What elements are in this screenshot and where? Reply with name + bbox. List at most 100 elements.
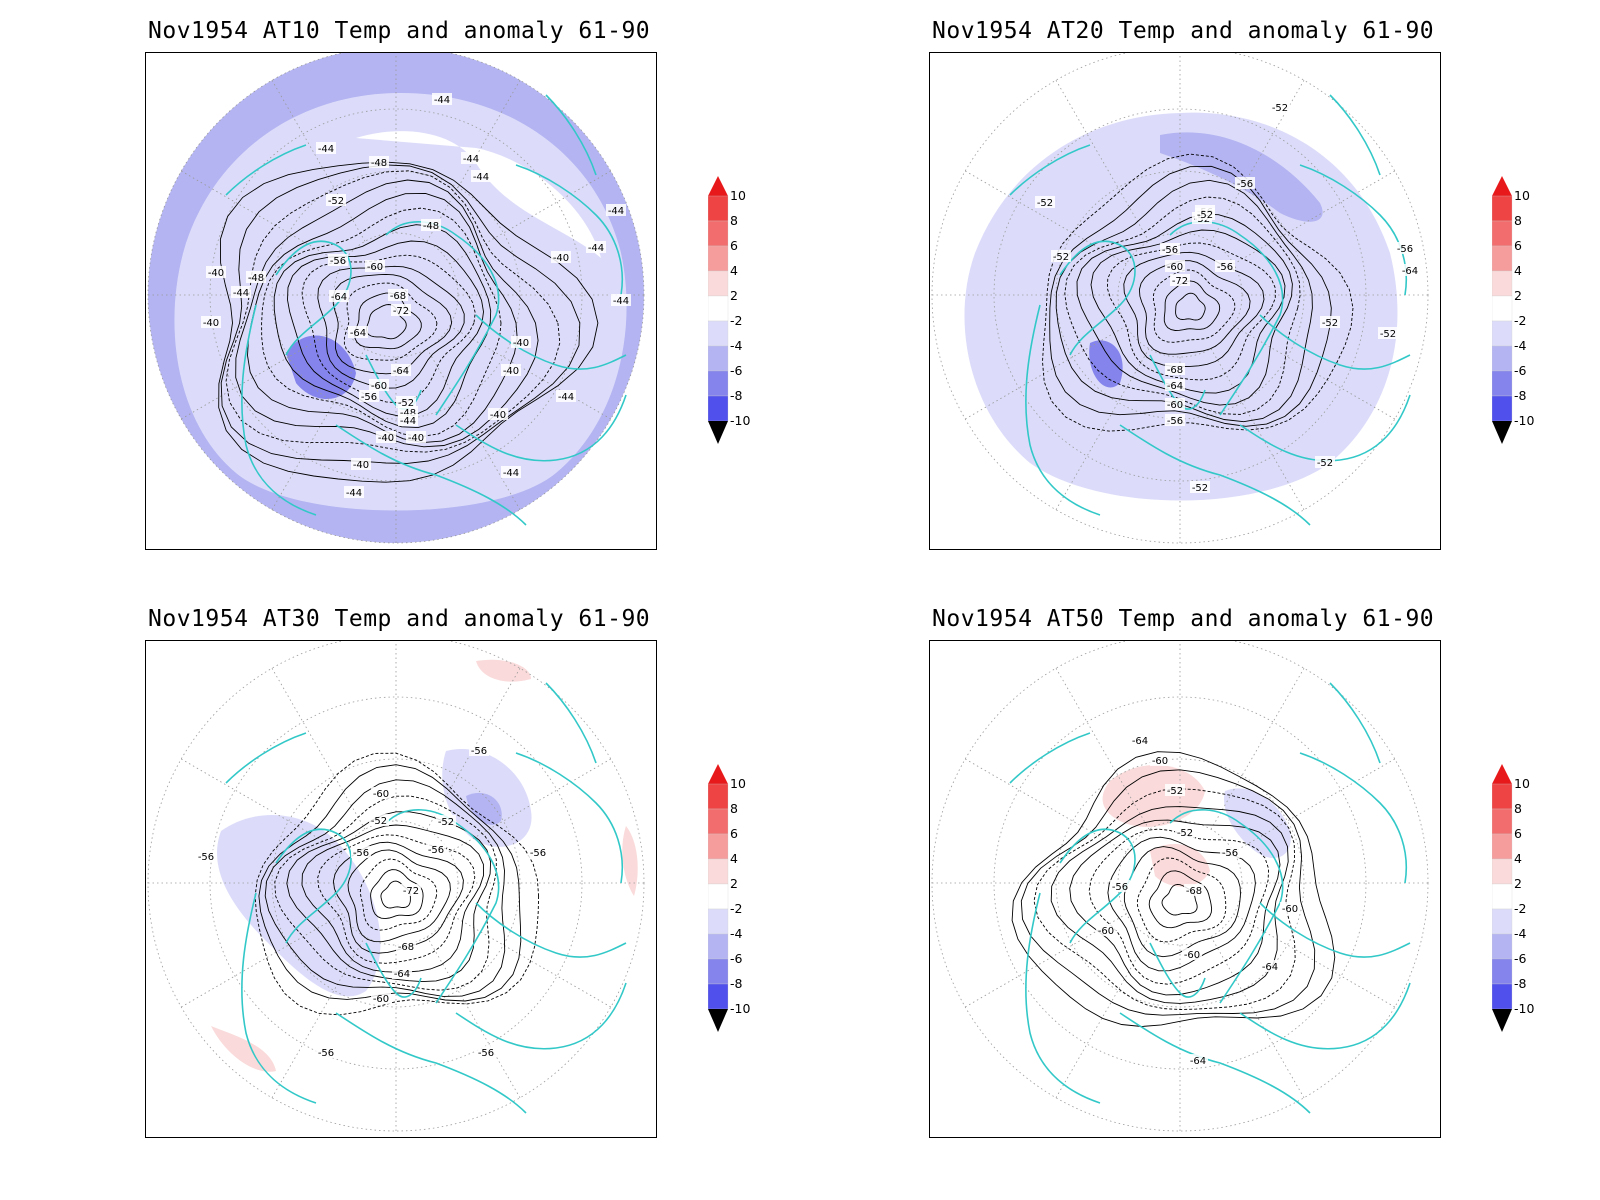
contour-label: -40 [208,268,224,279]
isotherm-contour [1152,269,1236,343]
anomaly-colorbar: 10 8 6 4 2 -2 -4 -6 -8 -10 [708,764,768,1044]
contour-label-bg [611,294,631,306]
contour-label: -60 [1282,904,1298,915]
contour-label-bg [1165,363,1185,375]
contour-label: -40 [553,253,569,264]
isotherm-contour [225,170,561,453]
anomaly-region-warm-upper [1102,764,1205,827]
latitude-circle [993,696,1367,1070]
contour-label-bg [316,1046,336,1058]
isotherm-contour [274,795,497,991]
latitude-circle [993,108,1367,482]
polar-map-frame: -64 -60 -52 -52 -56 -56 -68 -60 -60 -64 -60 -64 [929,640,1441,1138]
colorbar-label: -10 [730,1001,751,1016]
colorbar-swatch [708,933,729,960]
panel-title: Nov1954 AT10 Temp and anomaly 61-90 [148,18,651,44]
contour-label-bg [426,843,446,855]
contour-labels: -56 -60 -52 -52 -56 -56 -56 -56 -72 -68 -64 -60 -56 -… [196,744,548,1059]
contour-label-bg [1280,902,1300,914]
contour-label: -44 [608,206,624,217]
contour-label-bg [316,142,336,154]
contour-label-bg [371,787,391,799]
contour-label: -44 [503,468,519,479]
contour-label-bg [392,967,412,979]
isotherm-contour [1033,788,1296,1010]
polar-stereographic-map: -44-44-48 -44-44-52-48-44-44-44-40 -48-56-… [147,53,645,544]
contour-label: -40 [513,338,529,349]
colorbar-swatch [1492,345,1513,372]
contour-label-bg [406,431,426,443]
contour-label: -64 [394,969,410,980]
colorbar-label: 10 [1514,776,1530,791]
contour-label-bg [1165,379,1185,391]
coastline [365,942,422,998]
contour-label: -52 [398,398,414,409]
anomaly-region-warm-center [1150,843,1210,887]
contour-label: -44 [434,95,450,106]
colorbar-label: -4 [1514,926,1527,941]
anomaly-region-core [1089,340,1123,388]
isotherm-contour [301,824,484,973]
colorbar-label: -2 [1514,313,1527,328]
anomaly-colorbar: 10 8 6 4 2 -2 -4 -6 -8 -10 [1492,176,1552,456]
colorbar-label: 4 [1514,263,1522,278]
panel-title: Nov1954 AT50 Temp and anomaly 61-90 [932,606,1435,632]
contour-label-bg [511,336,531,348]
contour-label: -40 [353,460,369,471]
contour-label-bg [1270,101,1290,113]
latitude-circle [209,108,583,482]
colorbar-arrow-bottom [1492,421,1512,444]
contour-label-bg [351,846,371,858]
anomaly-region-moderate [466,792,502,825]
contour-label: -44 [318,144,334,155]
contour-label-bg [436,815,456,827]
contour-label-bg [432,93,452,105]
contour-label: -56 [1162,245,1178,256]
contour-label: -52 [1053,252,1069,263]
anomaly-region-core [286,335,356,400]
contour-label-bg [201,316,221,328]
map-panel-at20: Nov1954 AT20 Temp and anomaly 61-90 -52 -… [784,0,1584,600]
colorbar-label: -6 [730,363,743,378]
anomaly-region-warm-north [476,659,531,682]
isotherm-contour [301,254,476,404]
colorbar-label: 6 [730,826,738,841]
contour-label: -48 [400,408,416,419]
coastline [1169,809,1284,1004]
contour-label-bg [376,431,396,443]
colorbar-swatch [1492,295,1513,322]
contour-label: -56 [530,848,546,859]
contour-label-bg [1320,316,1340,328]
contour-label: -60 [1152,756,1168,767]
colorbar-swatch [708,245,729,272]
polar-map-frame: -52 -56 -52 -56 -52 -52 -56 -60 -56 -52 -56 -64 -72 -… [929,52,1441,550]
contour-label: -60 [371,381,387,392]
contour-label-bg [328,254,348,266]
coastline [241,892,317,1104]
panel-title: Nov1954 AT20 Temp and anomaly 61-90 [932,18,1435,44]
contour-label-bg [369,379,389,391]
contour-label: -44 [346,488,362,499]
colorbar-label: 8 [1514,801,1522,816]
colorbar-swatches [708,764,729,1032]
colorbar-swatch [708,395,729,422]
isotherm-contour [332,273,453,375]
contour-label-bg [1096,924,1116,936]
colorbar-label: -8 [1514,388,1527,403]
contour-label-bg [396,396,416,408]
colorbar-swatch [708,220,729,247]
colorbar-arrow-top [1492,764,1512,784]
contour-label: -52 [1272,103,1288,114]
colorbar-swatch [708,270,729,297]
colorbar-label: -6 [1514,951,1527,966]
colorbar-label: -6 [1514,363,1527,378]
isotherm-contour [1020,769,1316,1016]
isotherm-contour [287,240,484,417]
contour-label-bg [469,744,489,756]
colorbar-swatch [1492,395,1513,422]
contour-label-bg [1130,734,1150,746]
contour-label: -64 [1167,381,1183,392]
contour-label: -64 [393,366,409,377]
panel-title: Nov1954 AT30 Temp and anomaly 61-90 [148,606,651,632]
contour-label-bg [398,414,418,426]
